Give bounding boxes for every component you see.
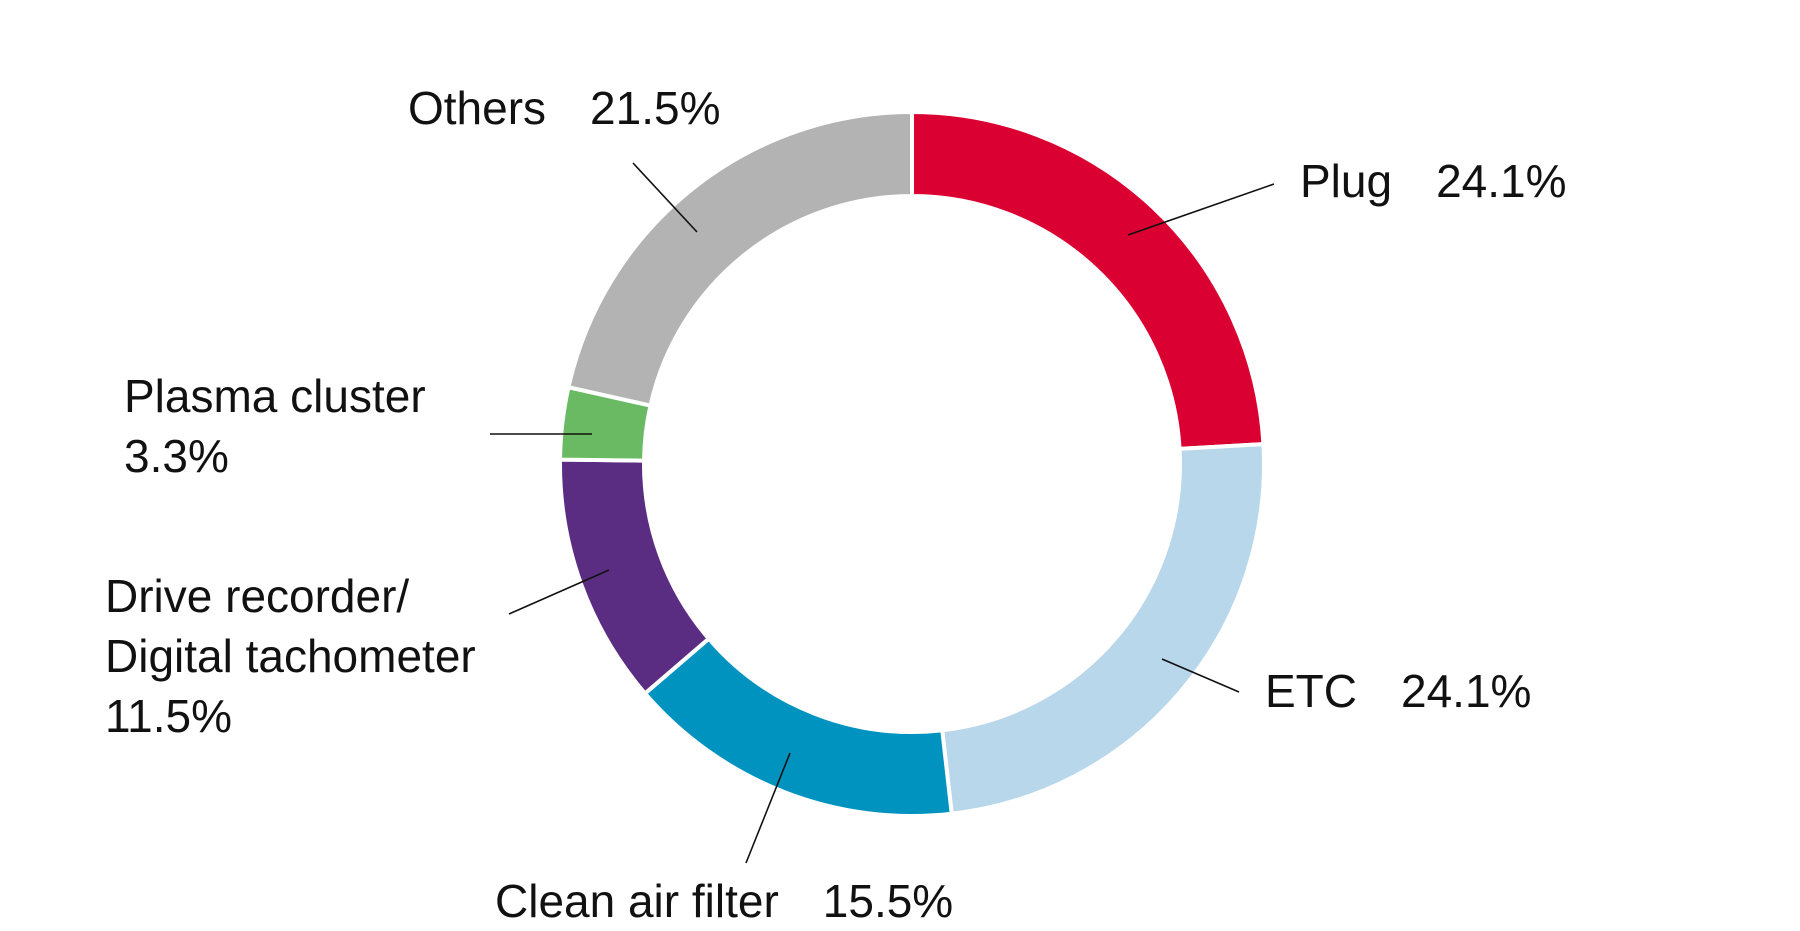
category-label: Others — [408, 82, 547, 134]
value-label: 21.5% — [590, 82, 721, 134]
leader-line — [1127, 183, 1275, 236]
value-label: 11.5% — [105, 690, 233, 742]
slice-label: ETC 24.1% — [1265, 661, 1531, 721]
value-label: 3.3% — [124, 430, 229, 482]
leader-line — [632, 162, 698, 233]
leader-line — [745, 752, 791, 864]
leader-line — [1161, 658, 1240, 693]
slice — [940, 441, 1266, 816]
category-label: Drive recorder/ Digital tachometer — [105, 570, 476, 682]
slice-label: Plug 24.1% — [1300, 151, 1567, 211]
category-label: Plug — [1300, 155, 1393, 207]
slice-label: Drive recorder/ Digital tachometer 11.5% — [105, 566, 476, 746]
category-label: Clean air filter — [495, 875, 779, 927]
slice — [642, 635, 954, 818]
slice — [910, 109, 1266, 451]
slice — [558, 457, 712, 697]
category-label: Plasma cluster — [124, 370, 426, 422]
value-label: 15.5% — [822, 875, 954, 927]
value-label: 24.1% — [1436, 155, 1567, 207]
value-label: 24.1% — [1401, 665, 1532, 717]
slice-label: Clean air filter 15.5% — [495, 871, 953, 931]
leader-line — [508, 569, 610, 615]
slice-label: Others 21.5% — [408, 78, 720, 138]
category-label: ETC — [1265, 665, 1357, 717]
slice-label: Plasma cluster 3.3% — [124, 366, 426, 486]
slice — [566, 109, 914, 408]
